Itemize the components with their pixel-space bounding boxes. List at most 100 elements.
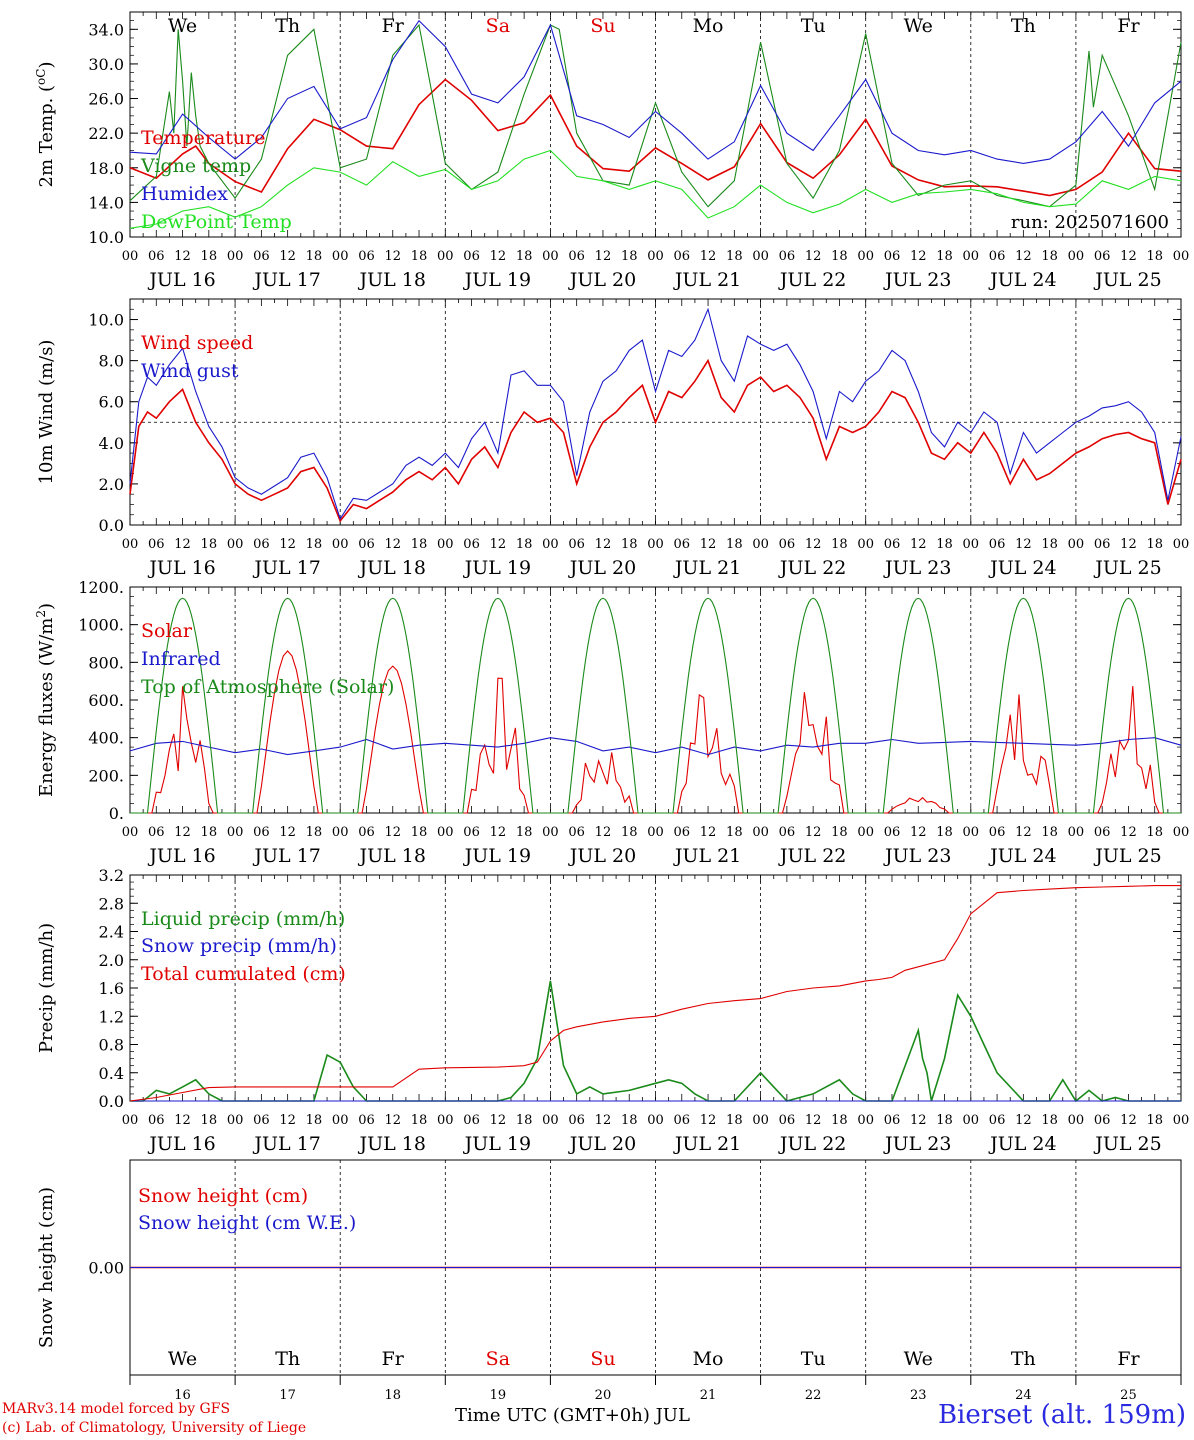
series-line <box>130 980 1181 1103</box>
date-label: JUL 24 <box>988 557 1056 579</box>
y-tick-label: 10.0 <box>88 311 124 330</box>
hour-label: 18 <box>1146 825 1163 840</box>
legend-entry: Humidex <box>141 183 228 205</box>
hour-label: 06 <box>674 249 691 264</box>
hour-label: 18 <box>411 825 428 840</box>
hour-label: 00 <box>647 249 664 264</box>
hour-label: 18 <box>306 537 323 552</box>
date-label: JUL 20 <box>568 845 636 867</box>
date-label: JUL 17 <box>252 557 320 579</box>
hour-label: 06 <box>568 537 585 552</box>
time-axis-label: Time UTC (GMT+0h) JUL <box>455 1405 690 1426</box>
hour-label: 00 <box>332 1113 349 1128</box>
hour-label: 00 <box>122 825 139 840</box>
hour-label: 12 <box>384 1113 401 1128</box>
weekday-label: Th <box>275 1348 300 1370</box>
y-tick-label: 22.0 <box>88 124 124 143</box>
hour-label: 00 <box>227 825 244 840</box>
hour-label: 06 <box>568 1113 585 1128</box>
date-label: JUL 20 <box>568 1133 636 1155</box>
date-label: JUL 18 <box>358 845 426 867</box>
y-tick-label: 26.0 <box>88 90 124 109</box>
weekday-label: Mo <box>693 1348 724 1370</box>
hour-label: 06 <box>358 825 375 840</box>
hour-label: 12 <box>174 825 191 840</box>
hour-label: 18 <box>1146 249 1163 264</box>
hour-label: 00 <box>542 249 559 264</box>
date-label: JUL 19 <box>463 1133 531 1155</box>
hour-label: 12 <box>384 249 401 264</box>
hour-label: 12 <box>1120 1113 1137 1128</box>
y-axis-title: Precip (mm/h) <box>36 923 57 1053</box>
date-label: JUL 17 <box>252 845 320 867</box>
day-number: 24 <box>1015 1388 1032 1403</box>
hour-label: 12 <box>279 537 296 552</box>
hour-label: 06 <box>989 1113 1006 1128</box>
hour-label: 12 <box>490 1113 507 1128</box>
y-tick-label: 30.0 <box>88 55 124 74</box>
hour-label: 06 <box>1094 825 1111 840</box>
hour-label: 18 <box>1041 1113 1058 1128</box>
legend-entry: Wind speed <box>141 332 253 354</box>
hour-label: 00 <box>647 1113 664 1128</box>
hour-label: 00 <box>227 1113 244 1128</box>
hour-label: 00 <box>542 1113 559 1128</box>
hour-label: 18 <box>726 537 743 552</box>
weekday-label: Fr <box>1117 1348 1140 1370</box>
hour-label: 00 <box>752 249 769 264</box>
hour-label: 00 <box>437 537 454 552</box>
hour-label: 06 <box>989 825 1006 840</box>
hour-label: 18 <box>1146 537 1163 552</box>
y-tick-label: 14.0 <box>88 193 124 212</box>
series-line <box>130 597 1181 814</box>
date-label: JUL 21 <box>673 845 741 867</box>
lab-credit: (c) Lab. of Climatology, University of L… <box>2 1420 307 1436</box>
y-tick-label: 0.4 <box>99 1064 124 1083</box>
hour-label: 06 <box>989 537 1006 552</box>
hour-label: 12 <box>1015 825 1032 840</box>
hour-label: 12 <box>490 825 507 840</box>
hour-label: 18 <box>726 1113 743 1128</box>
panel-3: Energy fluxes (W/m2) <box>34 586 1182 814</box>
hour-label: 12 <box>1015 249 1032 264</box>
hour-label: 12 <box>700 537 717 552</box>
y-tick-label: 1200. <box>78 578 124 597</box>
y-tick-label: 0.0 <box>99 1092 124 1111</box>
hour-label: 12 <box>279 1113 296 1128</box>
hour-label: 00 <box>227 537 244 552</box>
hour-label: 18 <box>1041 825 1058 840</box>
date-label: JUL 22 <box>778 845 846 867</box>
legend-entry: Infrared <box>141 648 221 670</box>
hour-label: 06 <box>1094 537 1111 552</box>
date-label: JUL 22 <box>778 1133 846 1155</box>
hour-label: 06 <box>148 825 165 840</box>
hour-label: 12 <box>174 1113 191 1128</box>
hour-label: 18 <box>1146 1113 1163 1128</box>
hour-label: 12 <box>595 249 612 264</box>
y-tick-label: 2.8 <box>99 894 124 913</box>
date-label: JUL 19 <box>463 845 531 867</box>
hour-label: 00 <box>857 537 874 552</box>
weekday-label: We <box>904 15 933 37</box>
hour-label: 00 <box>332 537 349 552</box>
y-tick-label: 10.0 <box>88 228 124 247</box>
hour-label: 06 <box>148 249 165 264</box>
date-label: JUL 25 <box>1093 1133 1161 1155</box>
legend-entry: Snow precip (mm/h) <box>141 935 337 957</box>
date-label: JUL 22 <box>778 269 846 291</box>
y-tick-label: 1000. <box>78 616 124 635</box>
hour-label: 12 <box>910 537 927 552</box>
hour-label: 06 <box>779 825 796 840</box>
hour-label: 18 <box>411 249 428 264</box>
hour-label: 18 <box>936 249 953 264</box>
hour-label: 06 <box>253 825 270 840</box>
panel-2: 10m Wind (m/s) <box>36 298 1182 526</box>
y-tick-label: 6.0 <box>99 393 124 412</box>
hour-label: 06 <box>884 249 901 264</box>
panel-4: Precip (mm/h) <box>36 874 1182 1103</box>
hour-label: 00 <box>1068 1113 1085 1128</box>
day-number: 22 <box>805 1388 822 1403</box>
legend-entry: Snow height (cm W.E.) <box>138 1212 356 1234</box>
hour-label: 06 <box>779 1113 796 1128</box>
